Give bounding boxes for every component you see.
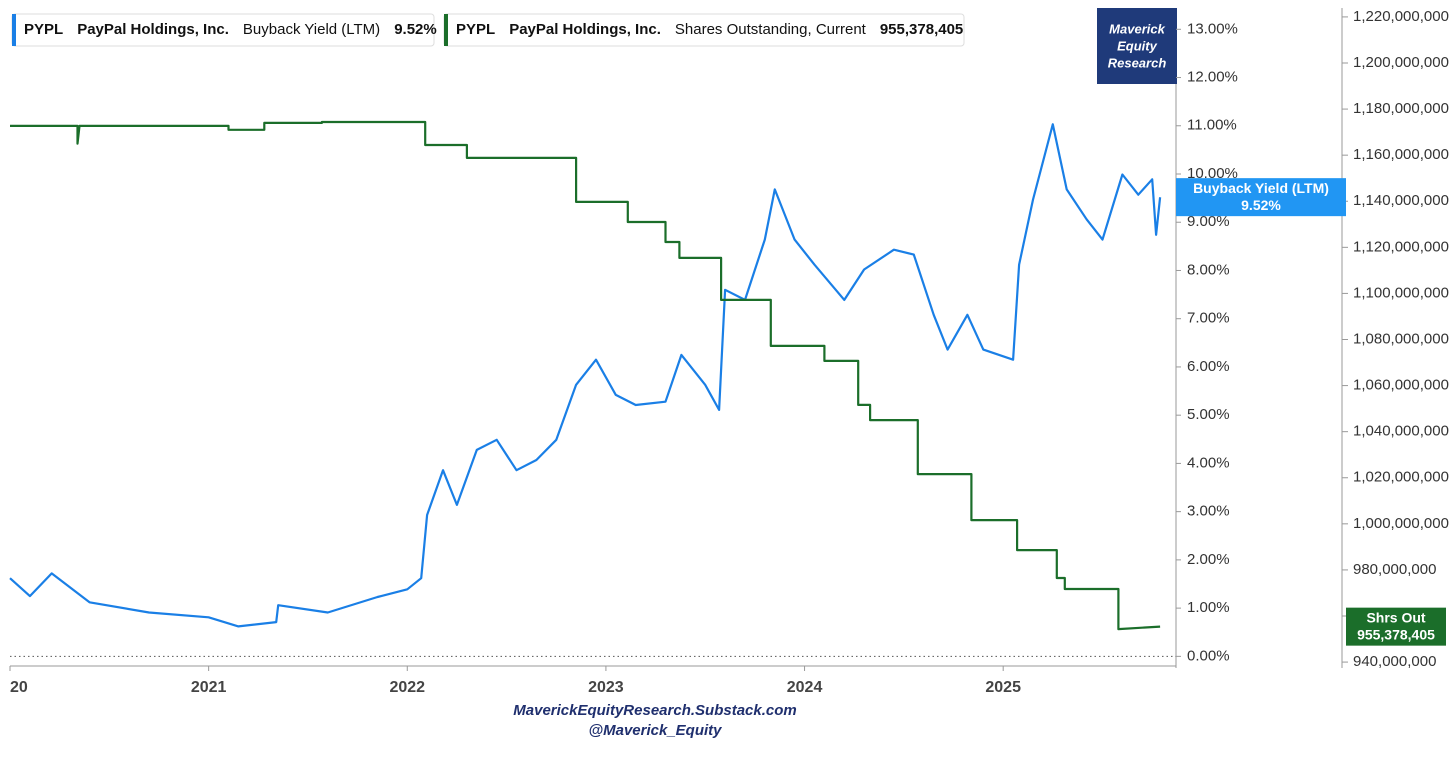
y-tick-label: 6.00% (1187, 358, 1230, 375)
series-line (9, 123, 1162, 628)
y-tick-label: 13.00% (1187, 20, 1238, 37)
x-tick-label: 2025 (985, 679, 1021, 696)
callout-value: 955,378,405 (1357, 626, 1435, 642)
legend (11, 13, 965, 47)
y-tick-label: 11.00% (1187, 117, 1237, 134)
legend-text: 9.52% (394, 21, 437, 38)
y2-tick-label: 1,020,000,000 (1353, 469, 1449, 486)
y2-tick-label: 1,100,000,000 (1353, 284, 1449, 301)
legend-text: PYPL (456, 21, 495, 38)
y-tick-label: 9.00% (1187, 213, 1230, 230)
y-tick-label: 12.00% (1187, 68, 1238, 85)
y2-tick-label: 940,000,000 (1353, 653, 1436, 670)
legend-text: PYPL (24, 21, 63, 38)
callout-box (1346, 607, 1446, 646)
y2-tick-label: 1,180,000,000 (1353, 100, 1449, 117)
y-tick-label: 3.00% (1187, 503, 1230, 520)
y-tick-label: 10.00% (1187, 165, 1238, 182)
legend-text: Buyback Yield (LTM) (243, 21, 380, 38)
y-tick-label: 2.00% (1187, 551, 1230, 568)
series-line (10, 120, 1161, 631)
y2-tick-label: 980,000,000 (1353, 561, 1436, 578)
y2-tick-label: 1,080,000,000 (1353, 330, 1449, 347)
x-tick-label: 2024 (787, 679, 823, 696)
y2-tick-label: 1,160,000,000 (1353, 146, 1449, 163)
y2-tick-label: 1,040,000,000 (1353, 423, 1449, 440)
x-tick-label: 2023 (588, 679, 624, 696)
y-tick-label: 8.00% (1187, 261, 1230, 278)
y2-tick-label: 1,140,000,000 (1353, 192, 1449, 209)
legend-swatch (12, 14, 16, 46)
y-tick-label: 1.00% (1187, 599, 1230, 616)
legend-text: Shares Outstanding, Current (675, 21, 867, 38)
y-tick-label: 0.00% (1187, 647, 1230, 664)
y-tick-label: 4.00% (1187, 454, 1230, 471)
y2-tick-label: 1,000,000,000 (1353, 515, 1449, 532)
watermark: Research (1108, 55, 1167, 70)
callout-label: Buyback Yield (LTM) (1193, 180, 1329, 196)
callout-label: Shrs Out (1366, 609, 1425, 625)
callout-value: 9.52% (1241, 197, 1281, 213)
y-tick-label: 7.00% (1187, 310, 1230, 327)
watermark: Equity (1117, 38, 1157, 53)
watermark: Maverick (1109, 21, 1165, 36)
footer: MaverickEquityResearch.Substack.com (513, 702, 796, 719)
x-tick-label: 2021 (191, 679, 227, 696)
legend-text: 955,378,405 (880, 21, 963, 38)
footer: @Maverick_Equity (588, 722, 722, 739)
watermark-box (1097, 8, 1177, 84)
legend-text: PayPal Holdings, Inc. (77, 21, 229, 38)
callout-box (1176, 178, 1346, 217)
y2-tick-label: 1,060,000,000 (1353, 377, 1449, 394)
legend-text: PayPal Holdings, Inc. (509, 21, 661, 38)
y2-tick-label: 1,120,000,000 (1353, 238, 1449, 255)
x-tick-label: 20 (10, 679, 28, 696)
y-tick-label: 5.00% (1187, 406, 1230, 423)
x-tick-label: 2022 (389, 679, 425, 696)
y2-tick-label: 1,220,000,000 (1353, 8, 1449, 25)
legend-swatch (444, 14, 448, 46)
y2-tick-label: 1,200,000,000 (1353, 54, 1449, 71)
